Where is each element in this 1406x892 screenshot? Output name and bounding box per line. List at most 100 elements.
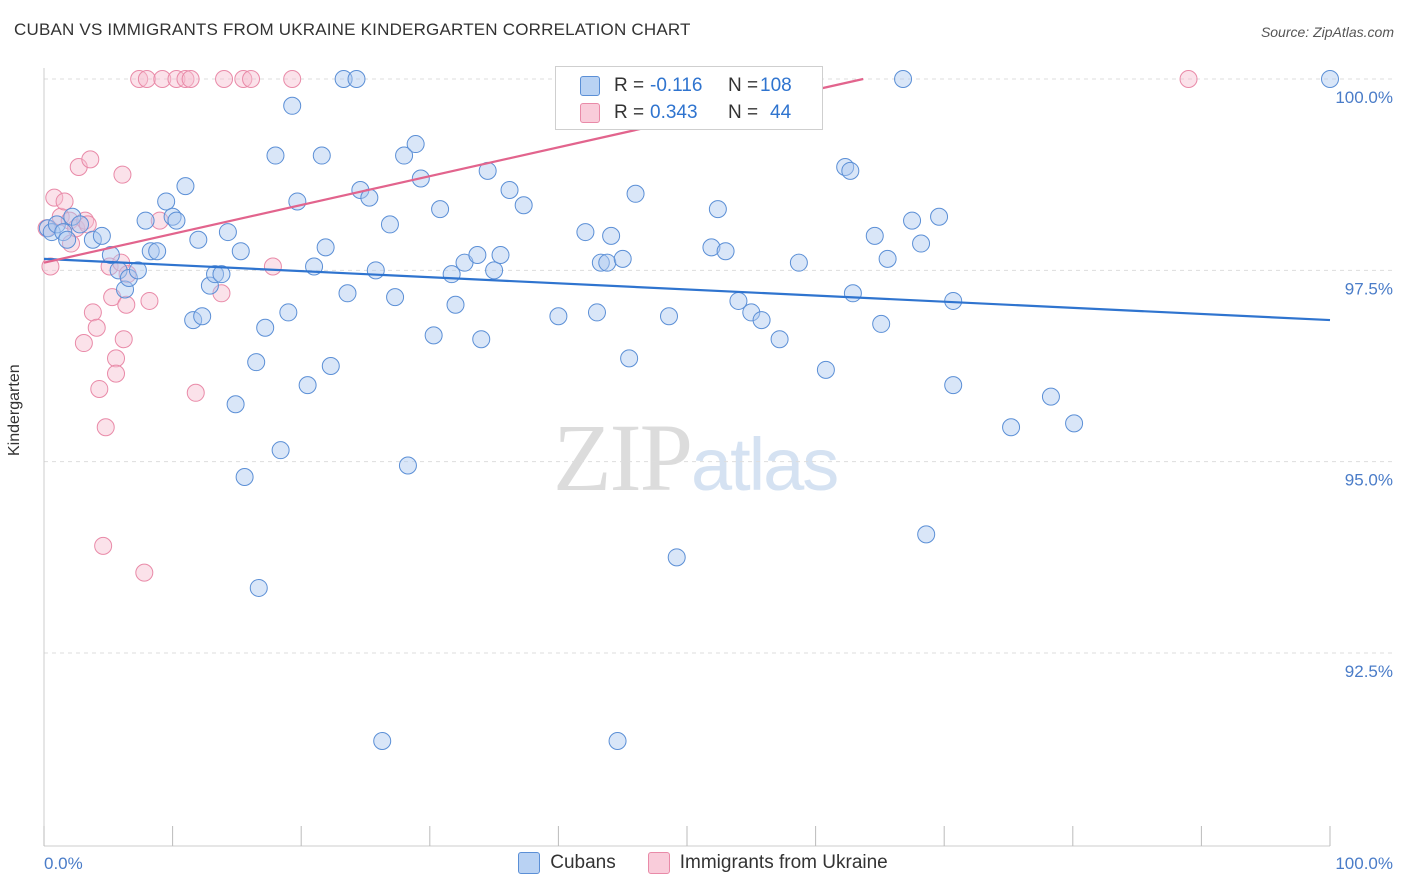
y-tick-label: 95.0% xyxy=(1345,471,1393,490)
data-point-ukraine xyxy=(83,303,102,322)
data-point-cubans xyxy=(338,284,357,303)
data-point-cubans xyxy=(843,284,862,303)
data-point-ukraine xyxy=(90,379,109,398)
legend-n-value: 108 xyxy=(760,75,792,96)
data-point-cubans xyxy=(500,180,519,199)
data-point-cubans xyxy=(271,441,290,460)
data-point-cubans xyxy=(380,215,399,234)
data-point-ukraine xyxy=(130,70,149,88)
y-tick-label: 100.0% xyxy=(1335,88,1393,107)
data-point-cubans xyxy=(878,249,897,268)
legend-swatch-ukraine xyxy=(580,103,600,123)
series-legend: Cubans Immigrants from Ukraine xyxy=(0,852,1406,874)
legend-n-label: N = xyxy=(728,75,759,96)
data-point-cubans xyxy=(576,223,595,242)
legend-row-ukraine: R = 0.343 N = 44 xyxy=(580,101,791,125)
data-point-cubans xyxy=(708,200,727,219)
data-point-cubans xyxy=(395,146,414,165)
y-tick-label: 97.5% xyxy=(1345,279,1393,298)
zipatlas-watermark: ZIPatlas xyxy=(553,404,839,511)
data-point-cubans xyxy=(366,261,385,280)
legend-label-cubans: Cubans xyxy=(550,852,616,873)
data-point-cubans xyxy=(903,211,922,230)
data-point-cubans xyxy=(1002,418,1021,437)
data-point-cubans xyxy=(316,238,335,257)
data-point-cubans xyxy=(716,242,735,261)
data-point-cubans xyxy=(83,230,102,249)
data-point-cubans xyxy=(667,548,686,567)
data-point-cubans xyxy=(128,261,147,280)
legend-swatch-cubans xyxy=(518,852,541,874)
data-point-cubans xyxy=(872,314,891,333)
data-point-ukraine xyxy=(1179,70,1198,88)
source-note: Source: ZipAtlas.com xyxy=(1260,24,1394,40)
data-point-cubans xyxy=(841,161,860,180)
data-point-ukraine xyxy=(153,70,172,88)
legend-swatch-cubans xyxy=(580,76,600,96)
legend-item-cubans[interactable]: Cubans xyxy=(518,852,616,874)
data-point-ukraine xyxy=(135,563,154,582)
data-point-cubans xyxy=(1065,414,1084,433)
data-point-cubans xyxy=(148,242,167,261)
data-point-cubans xyxy=(912,234,931,253)
data-point-ukraine xyxy=(283,70,302,88)
trend-line-cubans xyxy=(43,257,1331,322)
data-point-cubans xyxy=(894,70,913,88)
data-point-cubans xyxy=(398,456,417,475)
data-point-ukraine xyxy=(114,330,133,349)
data-point-cubans xyxy=(167,211,186,230)
x-tick-label: 100.0% xyxy=(1335,854,1393,873)
data-point-ukraine xyxy=(181,70,200,88)
data-point-ukraine xyxy=(107,349,126,368)
data-point-cubans xyxy=(58,230,77,249)
data-point-cubans xyxy=(702,238,721,257)
data-point-cubans xyxy=(334,70,353,88)
data-point-ukraine xyxy=(117,295,136,314)
data-point-cubans xyxy=(406,135,425,154)
data-point-cubans xyxy=(283,96,302,115)
data-point-cubans xyxy=(386,288,405,307)
data-point-cubans xyxy=(212,265,231,284)
legend-swatch-ukraine xyxy=(647,852,670,874)
legend-r-label: R = xyxy=(614,75,645,96)
data-point-cubans xyxy=(266,146,285,165)
data-point-cubans xyxy=(47,215,66,234)
data-point-cubans xyxy=(591,253,610,272)
data-point-cubans xyxy=(249,578,268,597)
data-point-cubans xyxy=(184,311,203,330)
legend-r-value: -0.116 xyxy=(650,75,703,96)
chart-title: CUBAN VS IMMIGRANTS FROM UKRAINE KINDERG… xyxy=(14,20,691,39)
data-point-cubans xyxy=(608,732,627,751)
data-point-cubans xyxy=(347,70,366,88)
legend-row-cubans: R = -0.116 N = 108 xyxy=(580,74,792,98)
data-point-cubans xyxy=(491,246,510,265)
data-point-cubans xyxy=(549,307,568,326)
data-point-cubans xyxy=(865,226,884,245)
data-point-cubans xyxy=(602,226,621,245)
data-point-cubans xyxy=(613,249,632,268)
data-point-cubans xyxy=(472,330,491,349)
data-point-ukraine xyxy=(55,192,74,211)
data-point-cubans xyxy=(312,146,331,165)
series-cubans-points xyxy=(38,70,1339,751)
data-point-cubans xyxy=(620,349,639,368)
data-point-cubans xyxy=(193,307,212,326)
data-point-ukraine xyxy=(242,70,261,88)
data-point-ukraine xyxy=(107,364,126,383)
data-point-cubans xyxy=(930,207,949,226)
data-point-ukraine xyxy=(186,383,205,402)
data-point-ukraine xyxy=(45,188,64,207)
data-point-cubans xyxy=(789,253,808,272)
data-point-cubans xyxy=(752,311,771,330)
data-point-cubans xyxy=(157,192,176,211)
data-point-ukraine xyxy=(113,165,132,184)
legend-item-ukraine[interactable]: Immigrants from Ukraine xyxy=(647,852,888,874)
data-point-cubans xyxy=(816,360,835,379)
series-ukraine-points xyxy=(37,70,1198,582)
data-point-cubans xyxy=(659,307,678,326)
data-point-cubans xyxy=(587,303,606,322)
gridlines xyxy=(44,78,1392,654)
data-point-cubans xyxy=(446,295,465,314)
data-point-cubans xyxy=(176,177,195,196)
